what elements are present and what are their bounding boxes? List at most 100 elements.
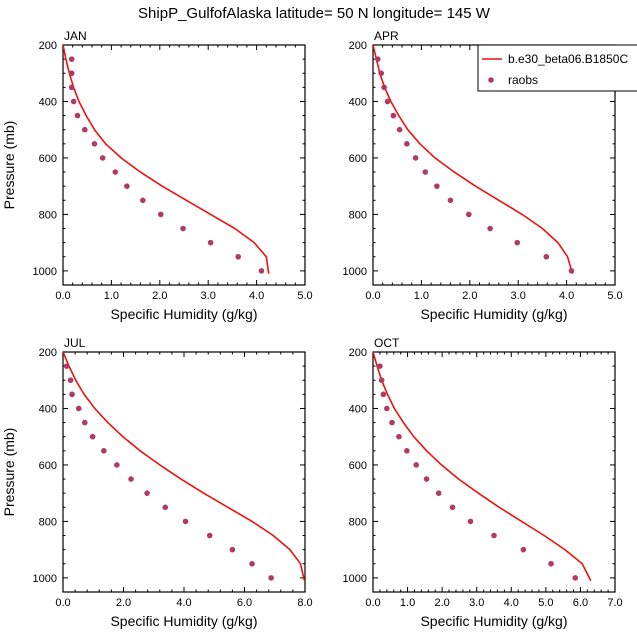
y-axis-label: Pressure (mb) [1, 121, 17, 210]
raobs-point [384, 98, 391, 105]
plot-area [373, 352, 592, 582]
raobs-point [378, 70, 385, 77]
y-tick-label: 400 [349, 403, 367, 415]
raobs-point [404, 141, 410, 147]
x-tick-label: 0.0 [365, 290, 380, 302]
raobs-point [423, 476, 430, 482]
y-tick-label: 200 [39, 347, 57, 359]
y-tick-label: 1000 [33, 573, 57, 585]
x-tick-label: 5.0 [607, 290, 622, 302]
raobs-point [68, 70, 75, 77]
x-tick-label: 8.0 [297, 597, 312, 609]
raobs-point [572, 575, 579, 581]
y-tick-label: 200 [39, 40, 57, 52]
raobs-point [422, 169, 429, 175]
y-tick-label: 800 [39, 516, 57, 528]
panel-label: JUL [64, 336, 86, 350]
raobs-point [140, 197, 146, 204]
y-tick-label: 800 [39, 209, 57, 221]
raobs-point [447, 197, 454, 204]
y-tick-label: 200 [349, 347, 367, 359]
raobs-point [99, 155, 106, 161]
raobs-point [384, 405, 390, 412]
raobs-point [249, 560, 255, 567]
x-tick-label: 2.0 [152, 290, 167, 302]
raobs-point [467, 518, 474, 525]
raobs-point [412, 155, 419, 161]
model-series-line [63, 45, 270, 274]
x-tick-label: 2.0 [462, 290, 477, 302]
legend-dot-swatch [488, 77, 494, 83]
raobs-point [162, 504, 169, 511]
raobs-point [144, 490, 150, 496]
plot-frame [372, 351, 616, 593]
x-axis-label: Specific Humidity (g/kg) [110, 306, 257, 322]
raobs-point [568, 268, 575, 274]
raobs-point [396, 126, 403, 133]
y-tick-label: 800 [349, 516, 367, 528]
raobs-point [112, 169, 119, 175]
raobs-point [81, 126, 88, 133]
x-axis-label: Specific Humidity (g/kg) [420, 306, 567, 322]
raobs-point [520, 546, 527, 553]
model-series-line [63, 352, 305, 581]
raobs-point [491, 532, 497, 539]
y-tick-label: 800 [349, 209, 367, 221]
raobs-point [157, 211, 164, 218]
panel-label: OCT [374, 336, 400, 350]
y-tick-label: 600 [349, 153, 367, 165]
x-tick-label: 3.0 [511, 290, 526, 302]
raobs-point [68, 84, 75, 91]
raobs-point [124, 183, 130, 189]
raobs-point [548, 560, 554, 567]
x-axis-label: Specific Humidity (g/kg) [110, 613, 257, 629]
panel-label: APR [374, 29, 399, 43]
plot-frame [62, 44, 306, 286]
x-tick-label: 3.0 [469, 597, 484, 609]
raobs-point [466, 211, 472, 218]
y-tick-label: 1000 [343, 266, 367, 278]
raobs-point [67, 377, 74, 384]
x-tick-label: 1.0 [414, 290, 429, 302]
raobs-point [268, 575, 274, 581]
x-tick-label: 5.0 [538, 597, 553, 609]
raobs-point [182, 518, 189, 525]
raobs-point [543, 253, 550, 260]
x-tick-label: 4.0 [504, 597, 519, 609]
plot-area [63, 45, 270, 274]
raobs-point [180, 225, 186, 232]
legend-entry-label: raobs [508, 73, 538, 87]
x-tick-label: 0.0 [55, 290, 70, 302]
raobs-point [91, 141, 98, 147]
raobs-point [434, 183, 440, 189]
raobs-point [101, 448, 107, 454]
raobs-point [381, 84, 387, 91]
raobs-point [377, 363, 383, 369]
raobs-point [380, 391, 387, 398]
raobs-point [449, 504, 456, 511]
raobs-point [74, 112, 81, 119]
figure-title: ShipP_GulfofAlaska latitude= 50 N longit… [138, 5, 491, 22]
x-tick-label: 3.0 [201, 290, 216, 302]
y-tick-label: 1000 [33, 266, 57, 278]
x-tick-label: 0.0 [365, 597, 380, 609]
raobs-point [114, 462, 120, 468]
raobs-point [435, 490, 442, 496]
panel-oct: 0.0 1.0 2.0 3.0 4.0 5.0 6.0 7.0 200 400 600 800 1000… [343, 336, 623, 629]
raobs-point [396, 433, 402, 440]
y-tick-label: 600 [39, 460, 57, 472]
raobs-point [69, 391, 75, 398]
raobs-point [89, 433, 96, 440]
model-series-line [373, 352, 592, 582]
x-tick-label: 4.0 [176, 597, 191, 609]
raobs-point [128, 476, 134, 482]
raobs-point [375, 56, 381, 62]
raobs-point [389, 419, 395, 426]
plot-area [63, 352, 305, 581]
y-tick-label: 600 [39, 153, 57, 165]
x-tick-label: 0.0 [55, 597, 70, 609]
raobs-point [413, 462, 420, 468]
raobs-point [70, 98, 77, 105]
